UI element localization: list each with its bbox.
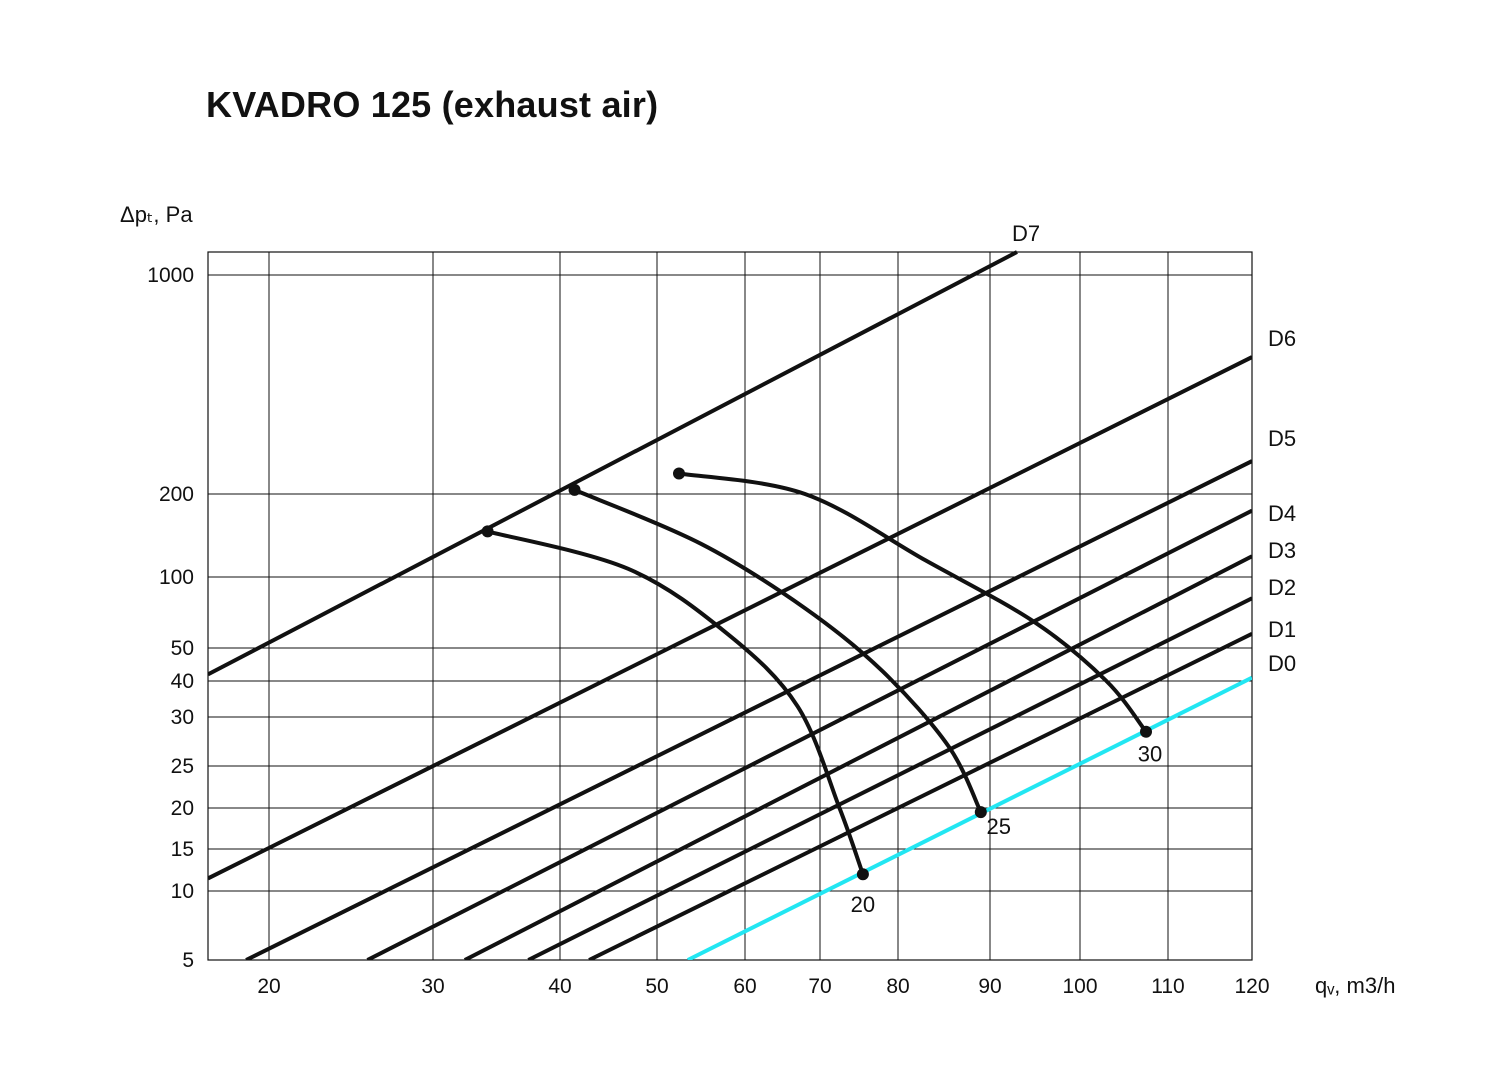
x-tick-label: 30	[421, 975, 444, 998]
series-label-d4: D4	[1268, 501, 1296, 526]
series-label-d2: D2	[1268, 575, 1296, 600]
fan-curve-end-point	[1140, 725, 1152, 738]
fan-curve-label-30: 30	[1138, 742, 1162, 767]
fan-curve-start-point	[481, 525, 494, 538]
x-tick-label: 20	[257, 975, 280, 998]
x-tick-label: 120	[1234, 975, 1269, 998]
y-tick-label: 1000	[147, 264, 194, 287]
series-line-d5	[245, 459, 1252, 960]
y-axis-label: Δpₜ, Pa	[120, 202, 193, 227]
series-line-d3	[463, 554, 1252, 960]
fan-curve-start-point	[568, 483, 581, 496]
fan-curve-start-point	[673, 467, 685, 480]
series-line-d0	[686, 675, 1252, 960]
series-line-d6	[208, 355, 1252, 881]
x-tick-label: 40	[548, 975, 571, 998]
y-tick-label: 5	[182, 949, 194, 972]
fan-curves: 20 25 30	[481, 467, 1162, 917]
series-label-d0: D0	[1268, 651, 1296, 676]
series-line-d4	[366, 508, 1252, 960]
y-tick-label: 50	[171, 637, 194, 660]
y-tick-label: 20	[171, 797, 194, 820]
y-tick-label: 100	[159, 566, 194, 589]
series-label-d5: D5	[1268, 426, 1296, 451]
x-axis-label: qᵥ, m3/h	[1315, 973, 1395, 998]
fan-curve-25	[573, 488, 983, 813]
plot-frame	[207, 251, 1253, 961]
grid	[207, 251, 1253, 961]
series-label-d6: D6	[1268, 326, 1296, 351]
x-tick-label: 70	[808, 975, 831, 998]
fan-curve-end-point	[856, 868, 869, 881]
x-tick-label: 100	[1062, 975, 1097, 998]
series-label-d1: D1	[1268, 617, 1296, 642]
y-tick-label: 25	[171, 755, 194, 778]
series-label-d7: D7	[1012, 221, 1040, 246]
chart-title: KVADRO 125 (exhaust air)	[206, 84, 659, 125]
y-tick-label: 30	[171, 706, 194, 729]
y-tick-label: 10	[171, 880, 194, 903]
fan-curve-end-point	[974, 806, 987, 819]
x-tick-label: 50	[645, 975, 668, 998]
y-tick-label: 200	[159, 483, 194, 506]
fan-curve-30	[678, 471, 1148, 733]
fan-curve-label-20: 20	[851, 892, 875, 917]
series-line-d1	[588, 632, 1252, 960]
series-labels: D7 D6 D5 D4 D3 D2 D1 D0	[1012, 221, 1296, 676]
tick-labels: 20 30 40 50 60 70 80 90 100 110 120 5 10 15 20 25 30 40 50…	[147, 264, 1269, 998]
x-tick-label: 80	[886, 975, 909, 998]
series-label-d3: D3	[1268, 538, 1296, 563]
fan-curve-20	[487, 529, 865, 875]
x-tick-label: 110	[1151, 975, 1184, 998]
x-tick-label: 90	[978, 975, 1001, 998]
y-tick-label: 40	[171, 670, 194, 693]
y-tick-label: 15	[171, 838, 194, 861]
fan-curve-label-25: 25	[987, 814, 1011, 839]
series-line-d7	[208, 250, 1018, 677]
series-lines	[208, 250, 1252, 960]
series-line-d2	[527, 596, 1252, 960]
x-tick-label: 60	[733, 975, 756, 998]
